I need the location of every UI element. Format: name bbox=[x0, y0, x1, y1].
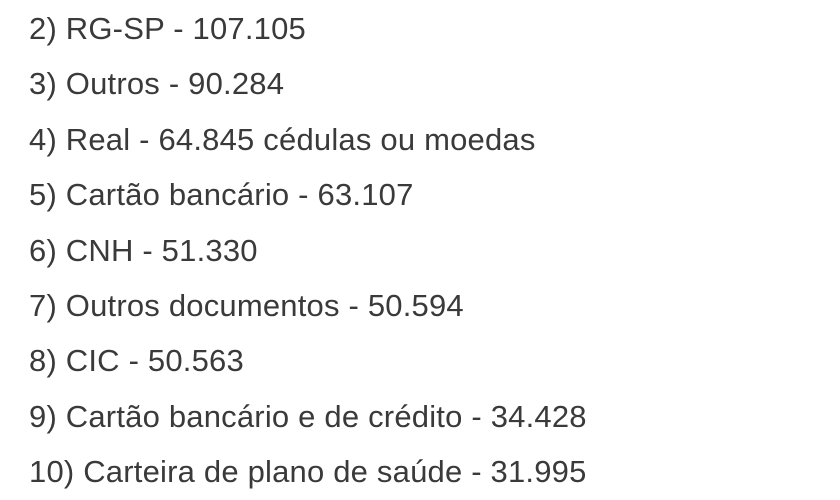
list-item: 7) Outros documentos - 50.594 bbox=[29, 287, 464, 323]
list-item: 8) CIC - 50.563 bbox=[29, 343, 244, 379]
list-item: 10) Carteira de plano de saúde - 31.995 bbox=[29, 454, 587, 490]
list-item: 5) Cartão bancário - 63.107 bbox=[29, 177, 414, 213]
list-item: 9) Cartão bancário e de crédito - 34.428 bbox=[29, 398, 587, 434]
list-item: 2) RG-SP - 107.105 bbox=[29, 11, 306, 46]
list-item: 4) Real - 64.845 cédulas ou moedas bbox=[29, 121, 536, 157]
list-item: 6) CNH - 51.330 bbox=[29, 232, 258, 268]
list-item: 3) Outros - 90.284 bbox=[29, 66, 285, 102]
